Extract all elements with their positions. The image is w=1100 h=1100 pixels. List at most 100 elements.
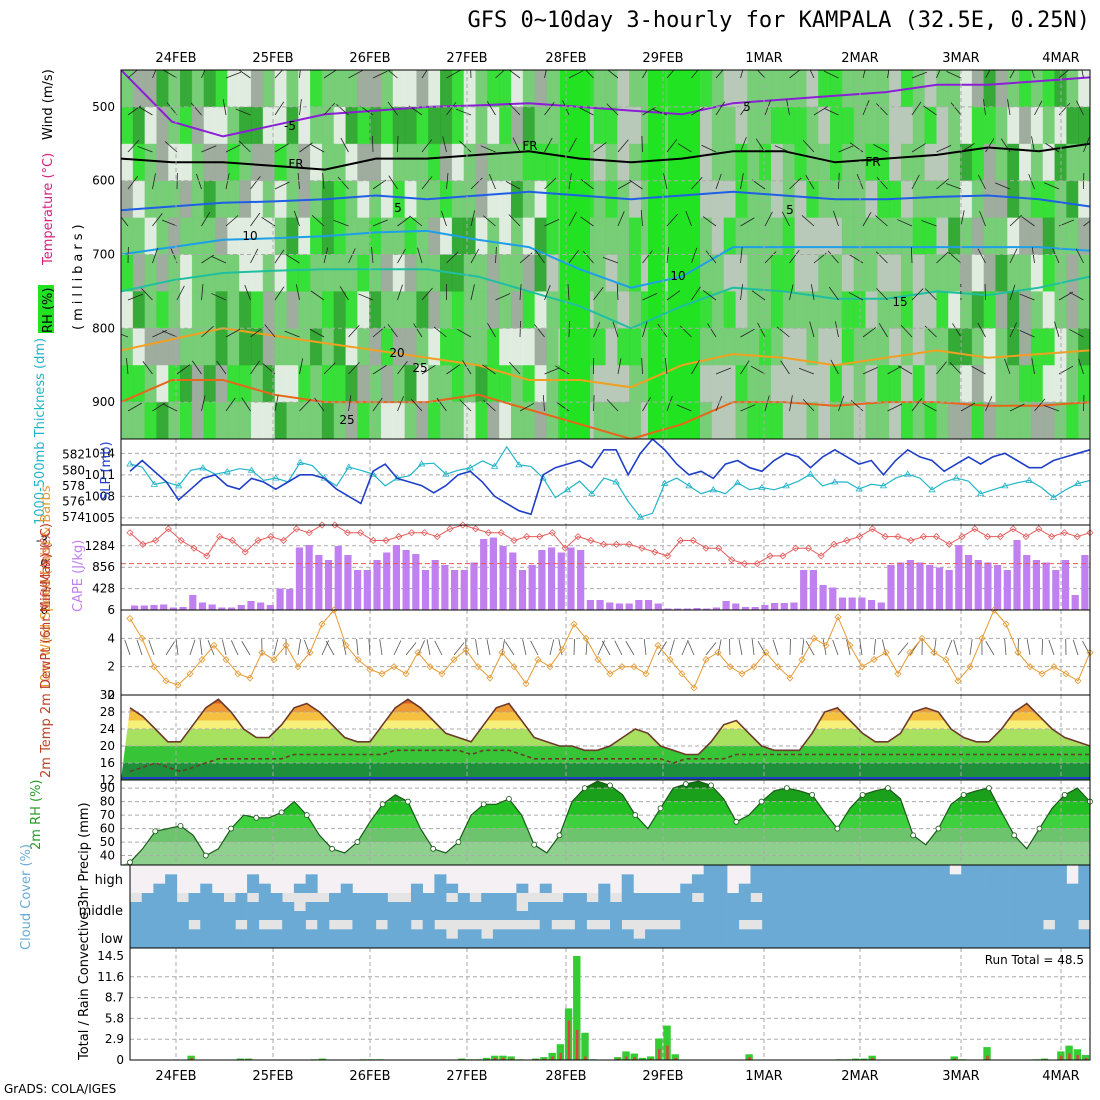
rh-cell (995, 402, 1008, 439)
rh-cell (262, 254, 276, 292)
rh-cell (250, 254, 264, 292)
rh-cell (522, 291, 536, 329)
rh-cell (428, 217, 441, 255)
cloud-cell (340, 893, 353, 920)
thickness-point (466, 464, 474, 471)
wind-barb (196, 173, 202, 190)
wind10m-point (822, 641, 830, 649)
rh-cell (723, 365, 736, 403)
lifted-index-point (305, 529, 313, 537)
rh-cell (877, 328, 890, 366)
wind-barb (666, 395, 673, 412)
wind-barb (372, 397, 383, 412)
top-date-label: 2MAR (841, 51, 878, 66)
rh-cell (534, 217, 547, 255)
wind10m-point (378, 670, 386, 678)
cape-bar (198, 602, 207, 610)
cloud-cell (141, 920, 154, 948)
rh-cell (735, 143, 748, 182)
rh-cell (1066, 254, 1079, 292)
thickness-tick-label: 580 (62, 463, 85, 477)
wind-barb (519, 402, 535, 412)
cloud-cell (247, 902, 260, 920)
wind-barb (715, 367, 731, 375)
rh-cell (180, 217, 193, 255)
thickness-point (855, 485, 863, 492)
precip-tick-label: 8.7 (105, 991, 124, 1005)
wind10m-point (354, 656, 362, 664)
wind10m-barb (728, 638, 731, 656)
wind-barb (264, 324, 276, 338)
cloud-cell (680, 893, 693, 920)
rh-cell (782, 106, 796, 145)
wind-barb (372, 219, 388, 227)
rh-cell (912, 328, 926, 366)
rh-cell (983, 291, 996, 329)
wind-barb (960, 210, 965, 227)
rh-cell (1066, 328, 1079, 366)
wind10m-point (678, 670, 686, 678)
wind-barb (838, 395, 845, 412)
wind-barb (705, 250, 717, 264)
bottom-date-label: 27FEB (446, 1069, 487, 1084)
rh-cell (286, 143, 299, 182)
wind-barb (1009, 70, 1016, 79)
cloud-cell (656, 893, 669, 920)
cape-bar (460, 570, 468, 610)
rh-cell (440, 180, 453, 219)
rh-cell (759, 70, 772, 108)
cloud-cell (457, 893, 470, 920)
rh-cell (794, 291, 807, 329)
wind10m-barb (405, 642, 417, 656)
rh-cell (191, 217, 205, 255)
wind10m-point (474, 663, 482, 671)
wind-barb (509, 361, 521, 375)
lifted-index-point (894, 533, 902, 541)
wind-barb (339, 286, 349, 301)
wind10m-barb (601, 640, 611, 656)
wind-barb (666, 213, 678, 227)
cloud-cell (258, 883, 271, 893)
precip-convective-bar (616, 1058, 620, 1060)
rh-cell (227, 180, 240, 219)
cape-bar (421, 570, 430, 610)
wind-barb (876, 176, 888, 190)
thickness-point (515, 461, 523, 468)
rh-cell (629, 365, 642, 403)
rh-cell (960, 217, 973, 255)
rh-cell (357, 143, 370, 182)
cape-bar (431, 560, 439, 610)
rh-cell (286, 70, 299, 108)
rh-cell (747, 143, 760, 182)
rh-cell (121, 291, 134, 329)
wind10m-barb (165, 641, 175, 656)
rh-point (834, 825, 841, 832)
wind-barb (568, 249, 579, 264)
cloud-cell (200, 893, 213, 920)
rh-cell (440, 143, 453, 182)
rh-cell (380, 217, 394, 255)
cape-bar (354, 570, 362, 610)
precip-convective-bar (649, 1058, 653, 1060)
rh-cell (924, 70, 937, 108)
rh-cell (369, 402, 382, 439)
cloud-cell (984, 893, 997, 920)
rh-cell (936, 402, 949, 439)
cloud-cell (282, 902, 295, 920)
rh-cell (321, 254, 335, 292)
rh-cell (711, 180, 725, 219)
cloud-cell (563, 893, 576, 920)
cape-bar (383, 552, 391, 610)
rh-cell (948, 217, 961, 255)
wind10m-barb (207, 640, 215, 656)
rh-cell (428, 70, 441, 108)
rh-cell (250, 365, 264, 403)
wind-barb (945, 183, 962, 190)
cape-bar (819, 585, 827, 610)
rh-cell (960, 180, 973, 219)
thickness-tick-label: 582 (62, 448, 85, 462)
wind-barb (446, 364, 460, 375)
thickness-point (636, 513, 645, 520)
rh-cell (1078, 217, 1090, 255)
rh-cell (239, 106, 252, 145)
